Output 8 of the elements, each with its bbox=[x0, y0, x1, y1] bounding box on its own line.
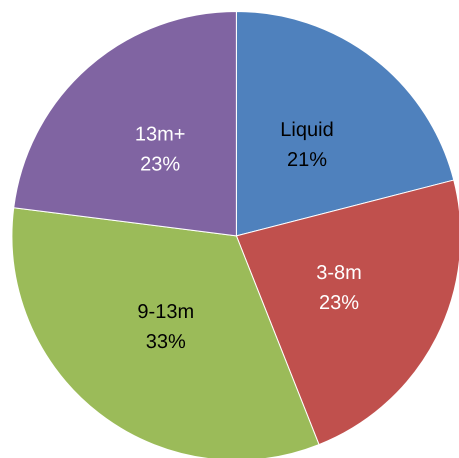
slice-label: 9-13m bbox=[137, 300, 194, 323]
slice-label: Liquid bbox=[280, 118, 334, 141]
data-label: 23% bbox=[319, 292, 360, 314]
data-label: 23% bbox=[140, 153, 180, 176]
data-label: 33% bbox=[146, 330, 186, 353]
slice-label: 13m+ bbox=[134, 123, 186, 146]
slice-label: 3-8m bbox=[316, 262, 362, 284]
data-label: 21% bbox=[286, 148, 328, 171]
